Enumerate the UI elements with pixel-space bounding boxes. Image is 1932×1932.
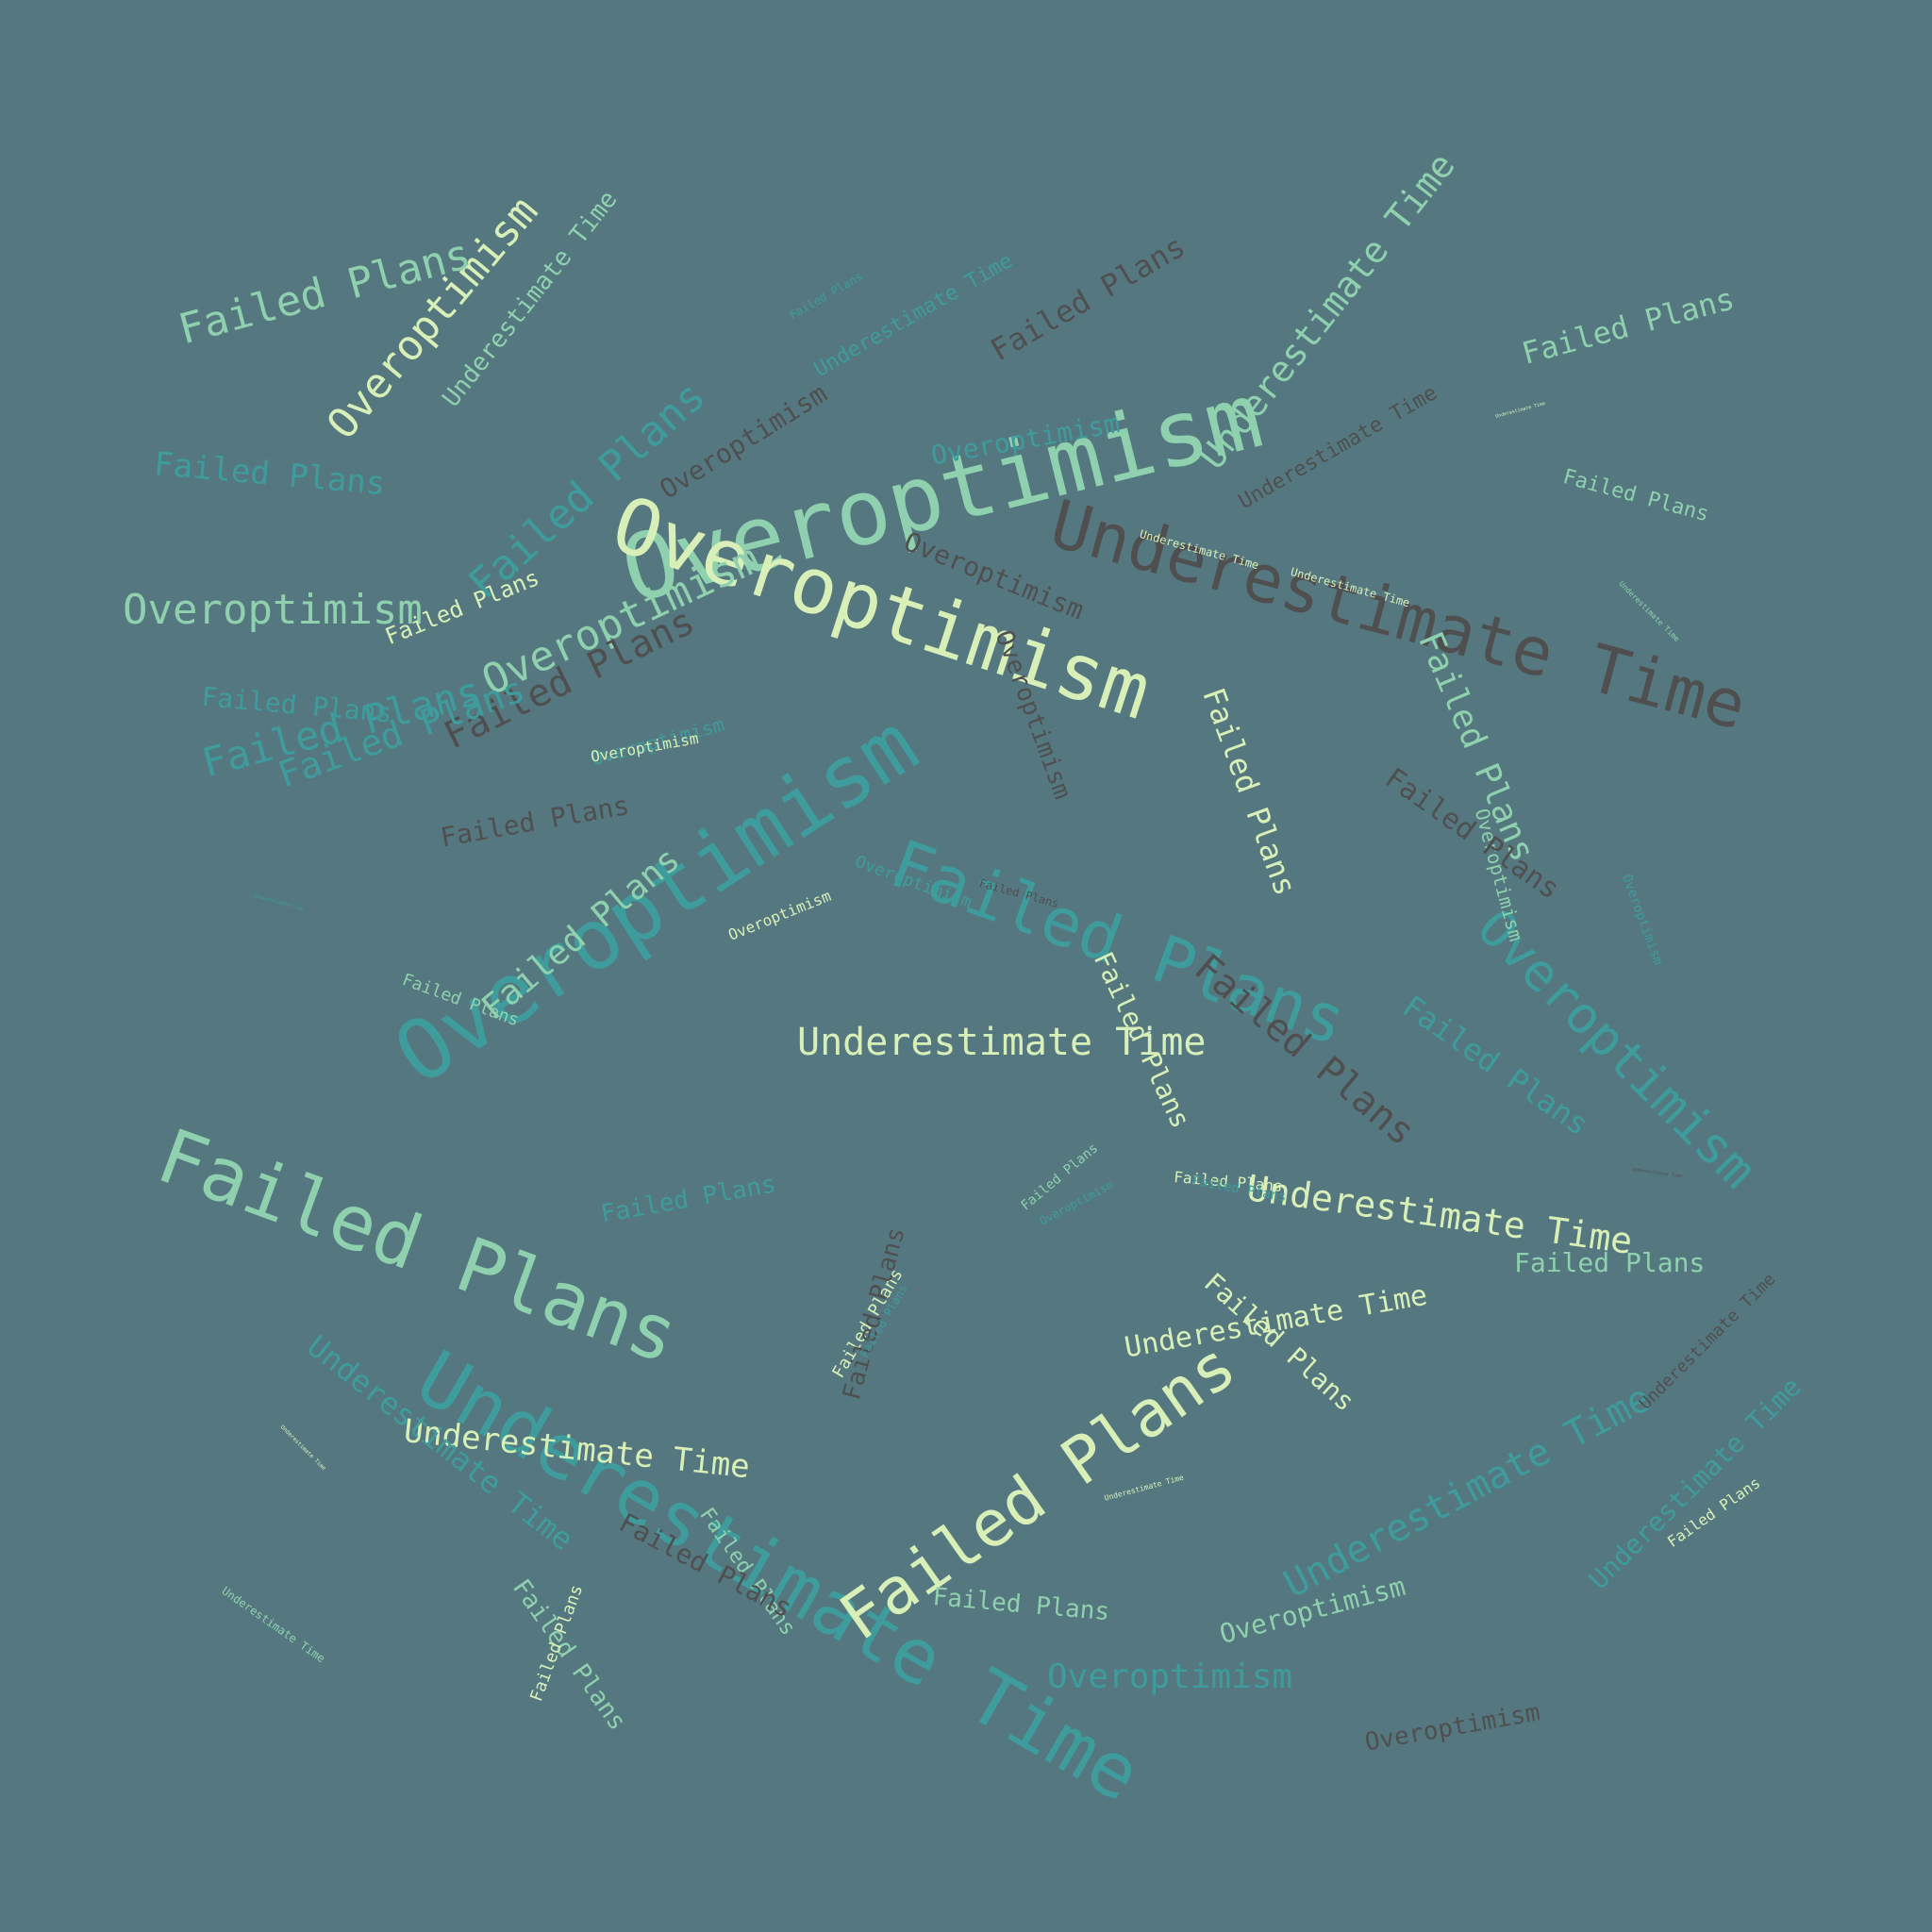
cloud-word: Failed Plans xyxy=(152,445,387,504)
cloud-word: Underestimate Time xyxy=(1244,1167,1636,1262)
cloud-word: Underestimate Time xyxy=(278,1424,327,1473)
cloud-word: Overoptimism xyxy=(1047,1657,1293,1696)
cloud-word: Overoptimism xyxy=(1465,897,1769,1200)
cloud-word: Overoptimism xyxy=(1362,1698,1542,1757)
cloud-word: Failed Plans xyxy=(838,1224,911,1404)
cloud-word: Underestimate Time xyxy=(403,1333,1156,1819)
cloud-word: Failed Plans xyxy=(931,1583,1111,1627)
cloud-word: Underestimate Time xyxy=(1631,1167,1683,1180)
cloud-word: Underestimate Time xyxy=(1494,401,1546,420)
cloud-word: Failed Plans xyxy=(598,1170,778,1229)
cloud-word: Failed Plans xyxy=(984,227,1191,369)
cloud-word: Underestimate Time xyxy=(253,893,305,912)
cloud-word: Failed Plans xyxy=(787,269,865,323)
cloud-word: Failed Plans xyxy=(438,789,632,854)
cloud-word: Failed Plans xyxy=(1518,280,1739,372)
cloud-word: Underestimate Time xyxy=(1635,1269,1780,1414)
cloud-word: Failed Plans xyxy=(1195,682,1304,901)
cloud-word: Overoptimism xyxy=(1618,872,1666,968)
cloud-word: Underestimate Time xyxy=(797,1021,1207,1064)
cloud-word: Underestimate Time xyxy=(1191,144,1463,477)
cloud-word: Failed Plans xyxy=(1560,465,1712,527)
cloud-word: Underestimate Time xyxy=(219,1584,328,1666)
cloud-word: Underestimate Time xyxy=(810,249,1017,382)
cloud-word: Underestimate Time xyxy=(1617,579,1682,643)
cloud-word: Failed Plans xyxy=(146,1111,690,1381)
cloud-word: Overoptimism xyxy=(123,586,423,634)
cloud-word: Failed Plans xyxy=(200,681,393,729)
cloud-word: Failed Plans xyxy=(1514,1247,1706,1278)
